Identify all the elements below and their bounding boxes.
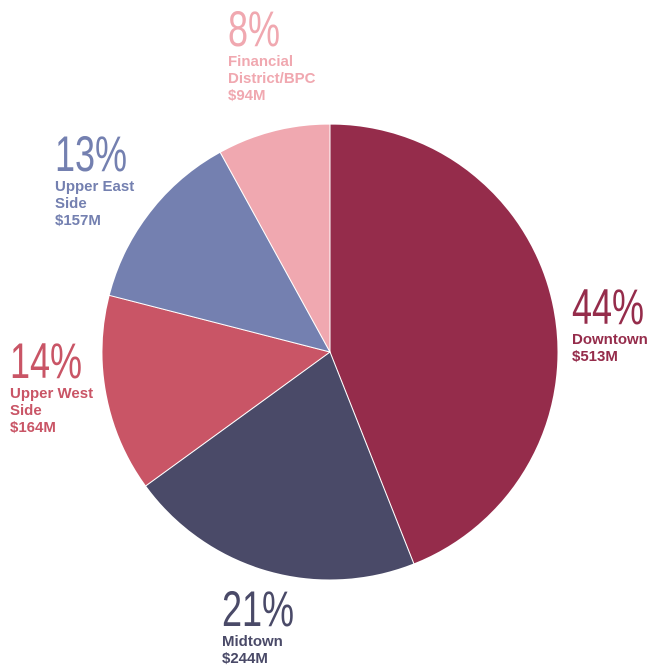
slice xyxy=(101,294,332,487)
category-label: Financial District/BPC xyxy=(228,53,316,87)
slice-label: 21% Midtown $244M xyxy=(222,581,322,667)
slice xyxy=(144,351,415,581)
percent-label: 13% xyxy=(55,126,128,182)
amount-label: $94M xyxy=(228,87,266,104)
slice-label: 13% Upper East Side $157M xyxy=(55,126,150,229)
category-label: Midtown xyxy=(222,633,283,650)
percent-label: 21% xyxy=(222,581,295,637)
amount-label: $157M xyxy=(55,212,101,229)
category-label: Upper West Side xyxy=(10,385,94,419)
amount-label: $244M xyxy=(222,650,268,667)
slice-label: 44% Downtown $513M xyxy=(572,279,672,365)
category-label: Upper East Side xyxy=(55,178,135,212)
percent-label: 8% xyxy=(228,1,281,57)
slice xyxy=(108,151,331,353)
amount-label: $513M xyxy=(572,348,618,365)
slice-label: 14% Upper West Side $164M xyxy=(10,333,105,436)
slice xyxy=(219,123,331,353)
category-label: Downtown xyxy=(572,331,648,348)
slice-label: 8% Financial District/BPC $94M xyxy=(228,1,338,104)
percent-label: 14% xyxy=(10,333,83,389)
amount-label: $164M xyxy=(10,419,56,436)
percent-label: 44% xyxy=(572,279,645,335)
slice xyxy=(329,123,559,565)
